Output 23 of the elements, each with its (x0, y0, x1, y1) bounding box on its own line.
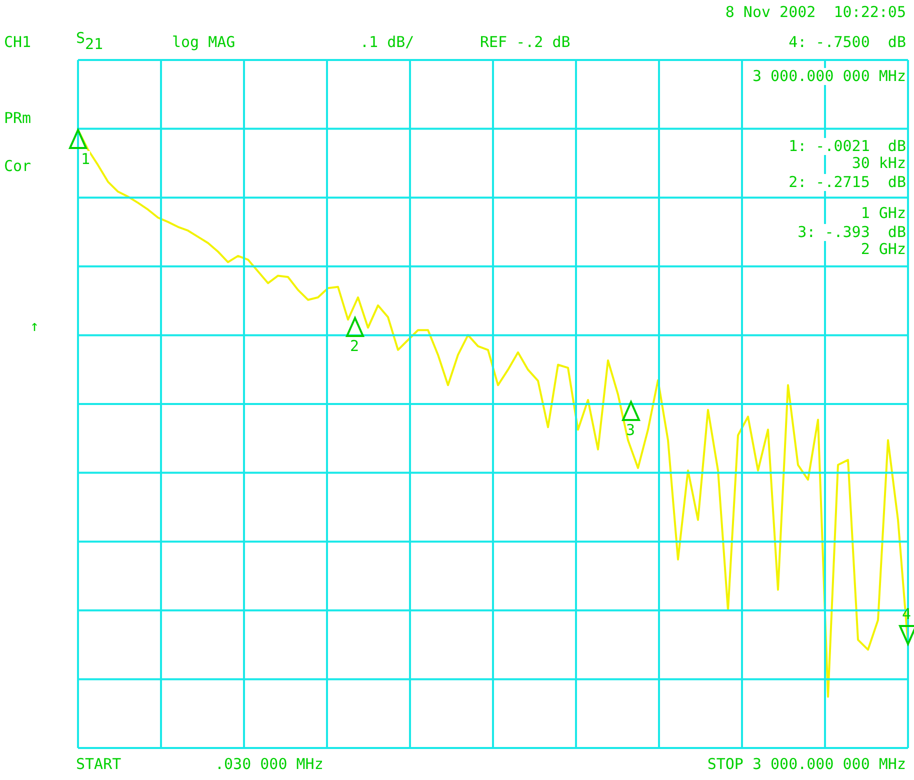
annotation: 2 (350, 337, 360, 355)
annotation: 3: -.393 dB (798, 223, 906, 241)
annotation: 1 GHz (860, 204, 906, 222)
annotation: 30 kHz (852, 154, 906, 172)
annotation: 2 GHz (860, 240, 906, 258)
annotation: 3 (626, 421, 636, 439)
annotation: 4 (902, 605, 912, 623)
text: 3 000.000 000 MHz (752, 67, 906, 85)
text: .1 dB/ (360, 33, 414, 51)
text: log MAG (172, 33, 236, 51)
text: REF -.2 dB (480, 33, 570, 51)
text: CH1 (4, 33, 32, 51)
annotation: 1 (81, 150, 90, 168)
annotation: 1: -.0021 dB (788, 137, 906, 155)
text: STOP 3 000.000 000 MHz (707, 755, 906, 773)
text: .030 000 MHz (215, 755, 324, 773)
text: ↑ (30, 317, 40, 335)
text: START (76, 755, 122, 773)
annotation: 2: -.2715 dB (788, 173, 906, 191)
text: 8 Nov 2002 10:22:05 (725, 3, 906, 21)
text: 4: -.7500 dB (788, 33, 906, 51)
text: PRm (4, 109, 32, 127)
text: Cor (4, 157, 32, 175)
